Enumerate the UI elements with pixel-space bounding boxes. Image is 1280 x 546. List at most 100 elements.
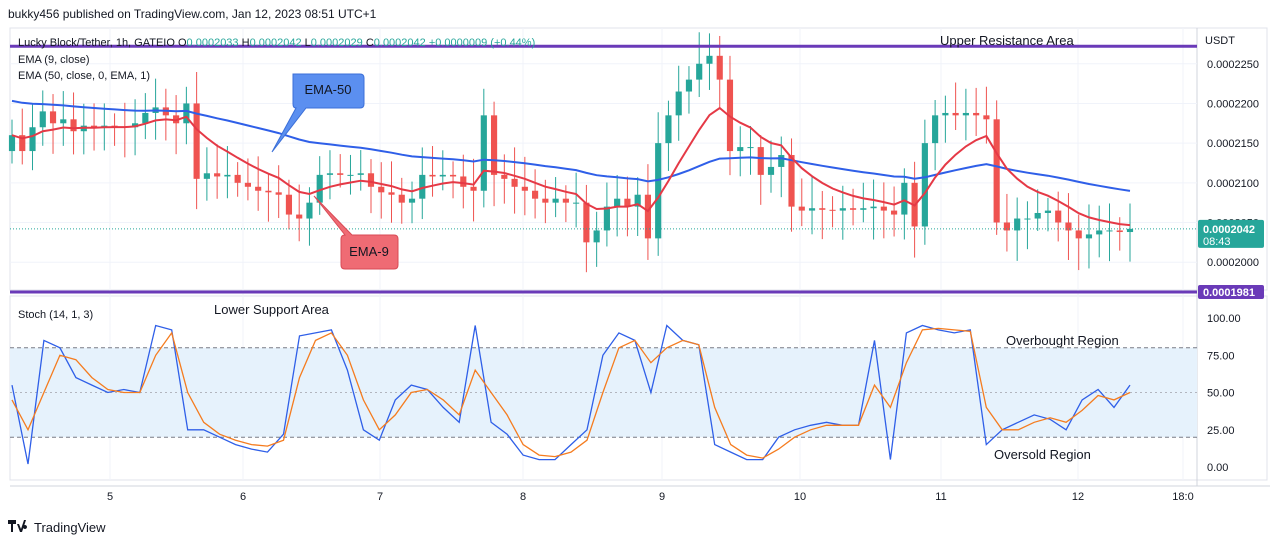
candle-body[interactable] [685,79,693,92]
candle-body[interactable] [562,198,569,203]
candle-body[interactable] [532,190,539,199]
candle-body[interactable] [583,202,590,243]
candle-body[interactable] [1044,210,1052,213]
candle-body[interactable] [552,198,559,203]
candle-body[interactable] [655,143,662,239]
candle-body[interactable] [542,198,549,203]
candle-body[interactable] [932,115,939,144]
candle-body[interactable] [952,112,959,116]
candle-body[interactable] [880,206,887,211]
candle-body[interactable] [501,174,508,179]
candle-body[interactable] [490,115,498,175]
candle-body[interactable] [234,174,241,183]
candle-body[interactable] [716,55,723,80]
candle-body[interactable] [942,112,949,116]
candle-body[interactable] [19,135,26,152]
candle-body[interactable] [408,198,416,203]
candle-body[interactable] [1096,230,1103,235]
candle-body[interactable] [367,173,375,187]
candle-body[interactable] [29,127,36,152]
candle-body[interactable] [398,194,405,203]
candle-body[interactable] [193,103,200,179]
candle-body[interactable] [49,111,57,124]
candle-body[interactable] [183,103,190,124]
candle-body[interactable] [388,192,395,195]
candle-body[interactable] [696,63,703,80]
symbol-legend[interactable]: Lucky Block/Tether, 1h, GATEIO O0.000203… [18,37,535,49]
candle-body[interactable] [757,147,764,175]
ema-50-line[interactable] [11,99,1131,192]
candle-body[interactable] [429,174,436,177]
candle-body[interactable] [296,214,303,219]
candle-body[interactable] [983,115,990,120]
candle-body[interactable] [767,166,775,175]
candle-body[interactable] [419,174,426,199]
candle-body[interactable] [480,115,487,191]
candle-body[interactable] [839,208,846,211]
candle-body[interactable] [1055,210,1062,223]
candle-body[interactable] [603,206,610,231]
candle-body[interactable] [973,112,980,116]
candle-body[interactable] [860,208,867,210]
candle-body[interactable] [891,210,898,215]
candle-body[interactable] [142,112,149,124]
candle-body[interactable] [521,186,528,191]
candle-body[interactable] [326,173,334,175]
candle-body[interactable] [849,208,857,210]
candle-body[interactable] [829,209,836,211]
candle-body[interactable] [460,176,467,187]
candle-body[interactable] [870,206,877,209]
candle-body[interactable] [244,182,251,187]
candle-body[interactable] [285,194,293,215]
candle-body[interactable] [901,182,908,215]
candle-body[interactable] [1024,218,1031,220]
candle-body[interactable] [624,198,631,207]
candle-body[interactable] [378,186,385,193]
candle-body[interactable] [60,119,67,124]
candle-body[interactable] [265,190,272,193]
candle-body[interactable] [255,186,262,191]
stoch-k-line[interactable] [11,324,1131,465]
candle-body[interactable] [644,194,652,239]
candle-body[interactable] [357,173,364,175]
candle-body[interactable] [8,135,16,152]
candle-body[interactable] [439,174,446,177]
candle-body[interactable] [337,173,344,175]
candle-body[interactable] [675,91,682,116]
candle-body[interactable] [224,174,231,177]
candle-body[interactable] [921,143,928,227]
candle-body[interactable] [819,208,826,210]
candle-body[interactable] [573,202,580,204]
candle-body[interactable] [614,198,621,207]
candle-body[interactable] [316,174,323,203]
candle-body[interactable] [1085,234,1093,239]
candle-body[interactable] [70,119,77,132]
candle-body[interactable] [737,147,744,152]
candle-body[interactable] [1065,222,1072,231]
candle-body[interactable] [470,186,477,191]
candle-body[interactable] [1116,230,1123,233]
candle-body[interactable] [1034,212,1041,219]
candle-body[interactable] [962,112,969,116]
candle-body[interactable] [90,125,98,128]
candle-body[interactable] [347,174,354,176]
candle-body[interactable] [1106,230,1113,232]
candle-body[interactable] [778,155,785,167]
candle-body[interactable] [511,178,518,187]
candle-body[interactable] [214,173,221,177]
ema-9-line[interactable] [11,106,1131,227]
candle-body[interactable] [798,206,805,211]
tradingview-footer[interactable]: TradingView [8,520,106,535]
candle-body[interactable] [993,119,1000,223]
candle-body[interactable] [39,111,46,128]
candle-body[interactable] [593,230,600,243]
candle-body[interactable] [634,194,641,207]
candle-body[interactable] [203,173,210,179]
stoch-legend[interactable]: Stoch (14, 1, 3) [18,309,93,321]
candle-body[interactable] [1003,222,1010,231]
candle-body[interactable] [1126,228,1134,233]
candle-body[interactable] [275,192,282,195]
candle-body[interactable] [449,174,457,177]
ema9-legend[interactable]: EMA (9, close) [18,54,90,66]
